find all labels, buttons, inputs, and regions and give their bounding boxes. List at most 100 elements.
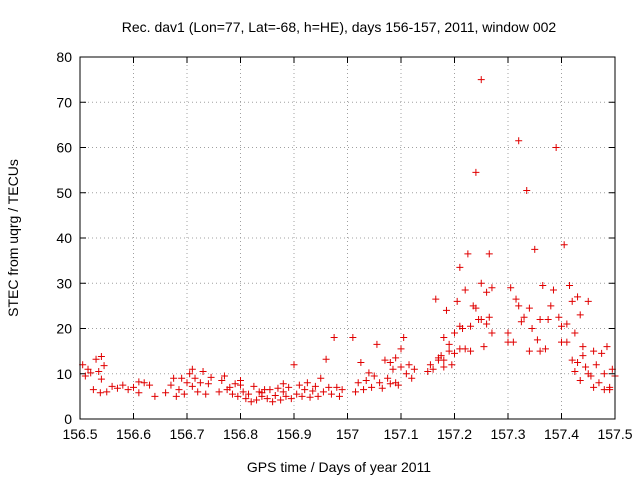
data-point	[338, 386, 346, 394]
data-point	[92, 355, 100, 363]
y-tick-label: 70	[56, 94, 72, 110]
chart-title: Rec. dav1 (Lon=77, Lat=-68, h=HE), days …	[122, 19, 557, 35]
data-point	[392, 379, 400, 387]
data-point	[571, 367, 579, 375]
data-point	[322, 355, 330, 363]
x-tick-label: 156.8	[223, 426, 258, 442]
data-point	[429, 365, 437, 373]
data-point	[558, 338, 565, 346]
data-point	[590, 347, 598, 355]
data-point	[477, 76, 485, 84]
data-point	[456, 345, 464, 353]
data-point	[442, 306, 450, 314]
data-point	[432, 295, 440, 303]
y-tick-label: 40	[56, 230, 72, 246]
data-point	[113, 384, 121, 392]
data-point	[410, 365, 418, 373]
data-point	[84, 365, 92, 373]
data-point	[287, 395, 295, 403]
data-point	[119, 381, 127, 389]
y-tick-label: 0	[64, 411, 72, 427]
data-point	[389, 365, 397, 373]
data-point	[381, 356, 389, 364]
data-point	[467, 347, 475, 355]
data-point	[592, 361, 600, 369]
data-point	[285, 383, 293, 391]
data-point	[135, 389, 143, 397]
data-point	[317, 374, 325, 382]
data-point	[274, 384, 282, 392]
data-point	[130, 383, 137, 391]
data-point	[445, 340, 453, 348]
data-point	[290, 361, 298, 369]
data-point	[293, 390, 301, 398]
y-tick-label: 30	[56, 275, 72, 291]
data-point	[194, 388, 202, 396]
data-point	[480, 343, 488, 351]
data-point	[517, 318, 525, 326]
data-point	[349, 334, 357, 342]
data-point	[81, 372, 89, 380]
data-point	[563, 320, 571, 328]
data-point	[269, 398, 277, 406]
data-point	[536, 347, 544, 355]
data-point	[512, 295, 520, 303]
x-tick-label: 156.6	[116, 426, 151, 442]
data-point	[464, 250, 472, 258]
data-point	[373, 340, 381, 348]
data-point	[365, 369, 373, 377]
x-tick-label: 157.1	[383, 426, 418, 442]
data-point	[426, 361, 434, 369]
plot-frame	[79, 56, 616, 420]
data-point	[595, 379, 603, 387]
y-tick-label: 10	[56, 366, 72, 382]
data-point	[598, 349, 606, 357]
x-tick-label: 157	[336, 426, 360, 442]
data-point	[215, 388, 223, 396]
data-point	[483, 288, 491, 296]
data-point	[547, 302, 555, 310]
x-tick-label: 157.2	[437, 426, 472, 442]
data-point	[162, 389, 170, 397]
data-point	[245, 390, 253, 398]
data-point	[437, 352, 445, 360]
data-point	[456, 263, 464, 271]
data-point	[253, 396, 261, 404]
data-point	[400, 334, 408, 342]
data-point	[376, 379, 384, 387]
data-point	[584, 297, 592, 305]
y-tick-label: 20	[56, 321, 72, 337]
x-axis-label: GPS time / Days of year 2011	[247, 459, 431, 475]
data-point	[402, 370, 410, 378]
data-point	[226, 383, 234, 391]
data-point	[488, 284, 496, 292]
data-point	[314, 392, 322, 400]
data-point	[451, 349, 458, 357]
data-point	[183, 379, 191, 387]
data-point	[507, 284, 515, 292]
data-point	[483, 320, 491, 328]
data-point	[311, 382, 319, 390]
data-point	[279, 388, 287, 396]
data-point	[263, 395, 271, 403]
data-point	[520, 313, 528, 321]
data-point	[445, 347, 453, 355]
data-point	[461, 286, 469, 294]
data-point	[434, 356, 442, 364]
data-point	[485, 313, 493, 321]
data-point	[515, 302, 523, 310]
data-point	[453, 297, 461, 305]
data-point	[574, 293, 582, 301]
x-tick-label: 156.7	[169, 426, 204, 442]
data-point	[579, 343, 587, 351]
data-point	[271, 391, 279, 399]
data-point	[467, 322, 475, 330]
data-point	[140, 379, 148, 387]
data-point	[196, 379, 204, 387]
data-point	[237, 381, 244, 389]
data-point	[368, 383, 376, 391]
data-point	[357, 358, 365, 366]
data-point	[231, 380, 239, 388]
data-point	[362, 377, 370, 385]
